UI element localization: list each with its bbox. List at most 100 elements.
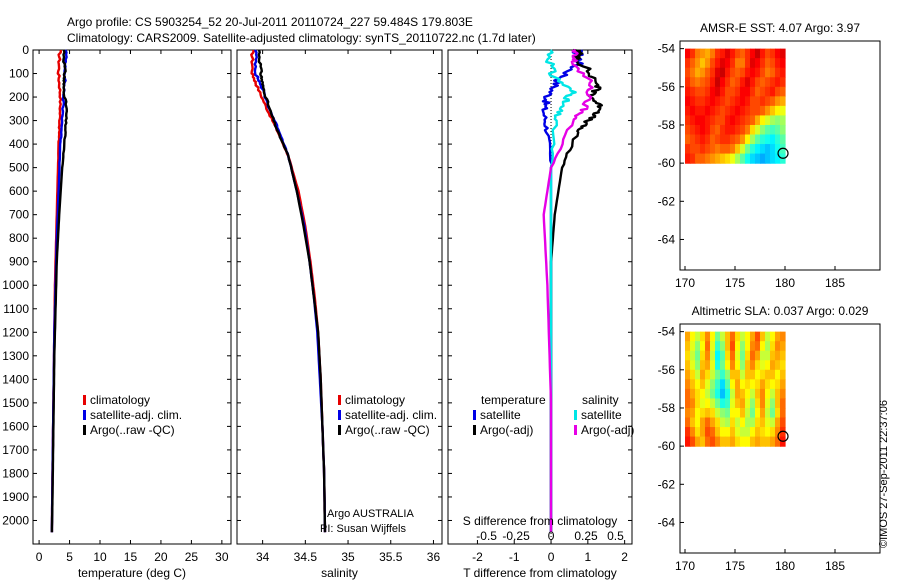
sst_map-cell xyxy=(690,124,696,136)
sla_map-cell xyxy=(700,331,706,342)
sst_map-cell xyxy=(775,144,781,155)
sst_map-cell xyxy=(725,86,731,97)
sla_map-cell xyxy=(685,398,691,409)
header-line-1: Argo profile: CS 5903254_52 20-Jul-2011 … xyxy=(67,15,473,29)
sla_map-cell xyxy=(760,369,766,380)
sla_map-cell xyxy=(720,417,726,428)
sla_map-cell xyxy=(780,350,786,361)
temperature-legend-swatch xyxy=(83,410,86,420)
sla_map-cell xyxy=(740,369,746,380)
sla_map-cell xyxy=(775,417,781,428)
sla_map-cell xyxy=(705,427,711,438)
sla_map-cell xyxy=(755,427,761,438)
sla_map-cell xyxy=(775,350,781,361)
sla_map-cell xyxy=(705,341,711,352)
difference-s-legend-swatch xyxy=(574,410,577,420)
sla_map-cell xyxy=(695,360,701,371)
temperature-panel: 0100200300400500600700800900100011001200… xyxy=(2,43,232,580)
sla_map-cell xyxy=(730,369,736,380)
sst_map-cell xyxy=(685,153,691,164)
sst_map-cell xyxy=(770,77,776,88)
sst_map-cell xyxy=(735,96,741,107)
sst_map-cell xyxy=(705,144,711,155)
sst_map-cell xyxy=(725,77,731,88)
sst_map-cell xyxy=(735,67,741,78)
sst_map-cell xyxy=(730,144,736,155)
sla_map-cell xyxy=(760,379,766,390)
sst_map-cell xyxy=(755,105,761,117)
sst_map-cell xyxy=(745,67,751,78)
imos-credit: ©IMOS 27-Sep-2011 22:37:06 xyxy=(878,400,890,548)
sst_map-cell xyxy=(745,144,751,155)
sst_map-cell xyxy=(690,96,696,107)
sla_map-cell xyxy=(725,427,731,438)
sla_map-cell xyxy=(770,331,776,342)
sla_map-cell xyxy=(720,341,726,352)
sla_map-cell xyxy=(750,407,756,419)
sla_map-cell xyxy=(765,436,771,447)
sla_map-cell xyxy=(705,398,711,409)
sla_map-cell xyxy=(690,427,696,438)
sla_map-cell xyxy=(700,341,706,352)
sst_map-cell xyxy=(770,134,776,145)
sla_map-cell xyxy=(715,369,721,380)
sst_map-cell xyxy=(755,58,761,69)
sla_map-cell xyxy=(705,379,711,390)
salinity-xtick-label: 36 xyxy=(427,550,441,564)
temperature-ytick-label: 1300 xyxy=(2,349,29,363)
sla_map-cell xyxy=(750,379,756,390)
sst_map-cell xyxy=(690,86,696,97)
sst_map-cell xyxy=(725,67,731,78)
sst_map-cell xyxy=(720,96,726,107)
sst_map-cell xyxy=(685,115,691,126)
sst_map-cell xyxy=(740,105,746,117)
sst_map-cell xyxy=(770,58,776,69)
sst_map-cell xyxy=(725,124,731,136)
sla_map-cell xyxy=(770,360,776,371)
sst_map-cell xyxy=(750,77,756,88)
sst_map-cell xyxy=(755,144,761,155)
sla_map-cell xyxy=(710,417,716,428)
sst_map-cell xyxy=(685,48,691,59)
sla_map-cell xyxy=(740,331,746,342)
sla_map-cell xyxy=(735,331,741,342)
sla_map-cell xyxy=(700,436,706,447)
temperature-xtick-label: 0 xyxy=(36,550,43,564)
sla_map-cell xyxy=(740,427,746,438)
sst_map-cell xyxy=(700,115,706,126)
difference-xlabel: T difference from climatology xyxy=(463,566,617,580)
sla_map-cell xyxy=(700,398,706,409)
sla_map-cell xyxy=(695,341,701,352)
sst_map-cell xyxy=(685,58,691,69)
sla_map-cell xyxy=(725,379,731,390)
sla_map-cell xyxy=(780,417,786,428)
sla_map-cell xyxy=(695,407,701,419)
sst_map-cell xyxy=(760,134,766,145)
sst_map-cell xyxy=(705,96,711,107)
sla_map-cell xyxy=(725,407,731,419)
temperature-ytick-label: 600 xyxy=(9,184,29,198)
sst_map-cell xyxy=(780,96,786,107)
sst_map-cell xyxy=(725,105,731,117)
sst_map-cell xyxy=(685,67,691,78)
sst_map-cell xyxy=(760,153,766,164)
sla_map-cell xyxy=(750,350,756,361)
sst_map-cell xyxy=(695,115,701,126)
argo-credit: Argo AUSTRALIA PI: Susan Wijffels xyxy=(320,508,414,535)
sla_map-cell xyxy=(745,398,751,409)
temperature-ytick-label: 1000 xyxy=(2,278,29,292)
sst_map-cell xyxy=(690,58,696,69)
sla_map-cell xyxy=(705,350,711,361)
sla_map-cell xyxy=(685,417,691,428)
sst_map-ytick-label: -58 xyxy=(658,118,676,132)
sst_map-cell xyxy=(705,115,711,126)
sla_map-cell xyxy=(745,436,751,447)
sla_map-cell xyxy=(710,331,716,342)
sst_map-cell xyxy=(755,124,761,136)
difference-secondary-xlabel: S difference from climatology xyxy=(463,514,618,528)
sla_map-cell xyxy=(685,379,691,390)
salinity-panel: 34 34.5 35 35.5 36 salinity climatologysatelli… xyxy=(236,49,443,580)
sla_map-cell xyxy=(770,436,776,447)
sst_map-cell xyxy=(715,48,721,59)
sst_map-cell xyxy=(710,124,716,136)
